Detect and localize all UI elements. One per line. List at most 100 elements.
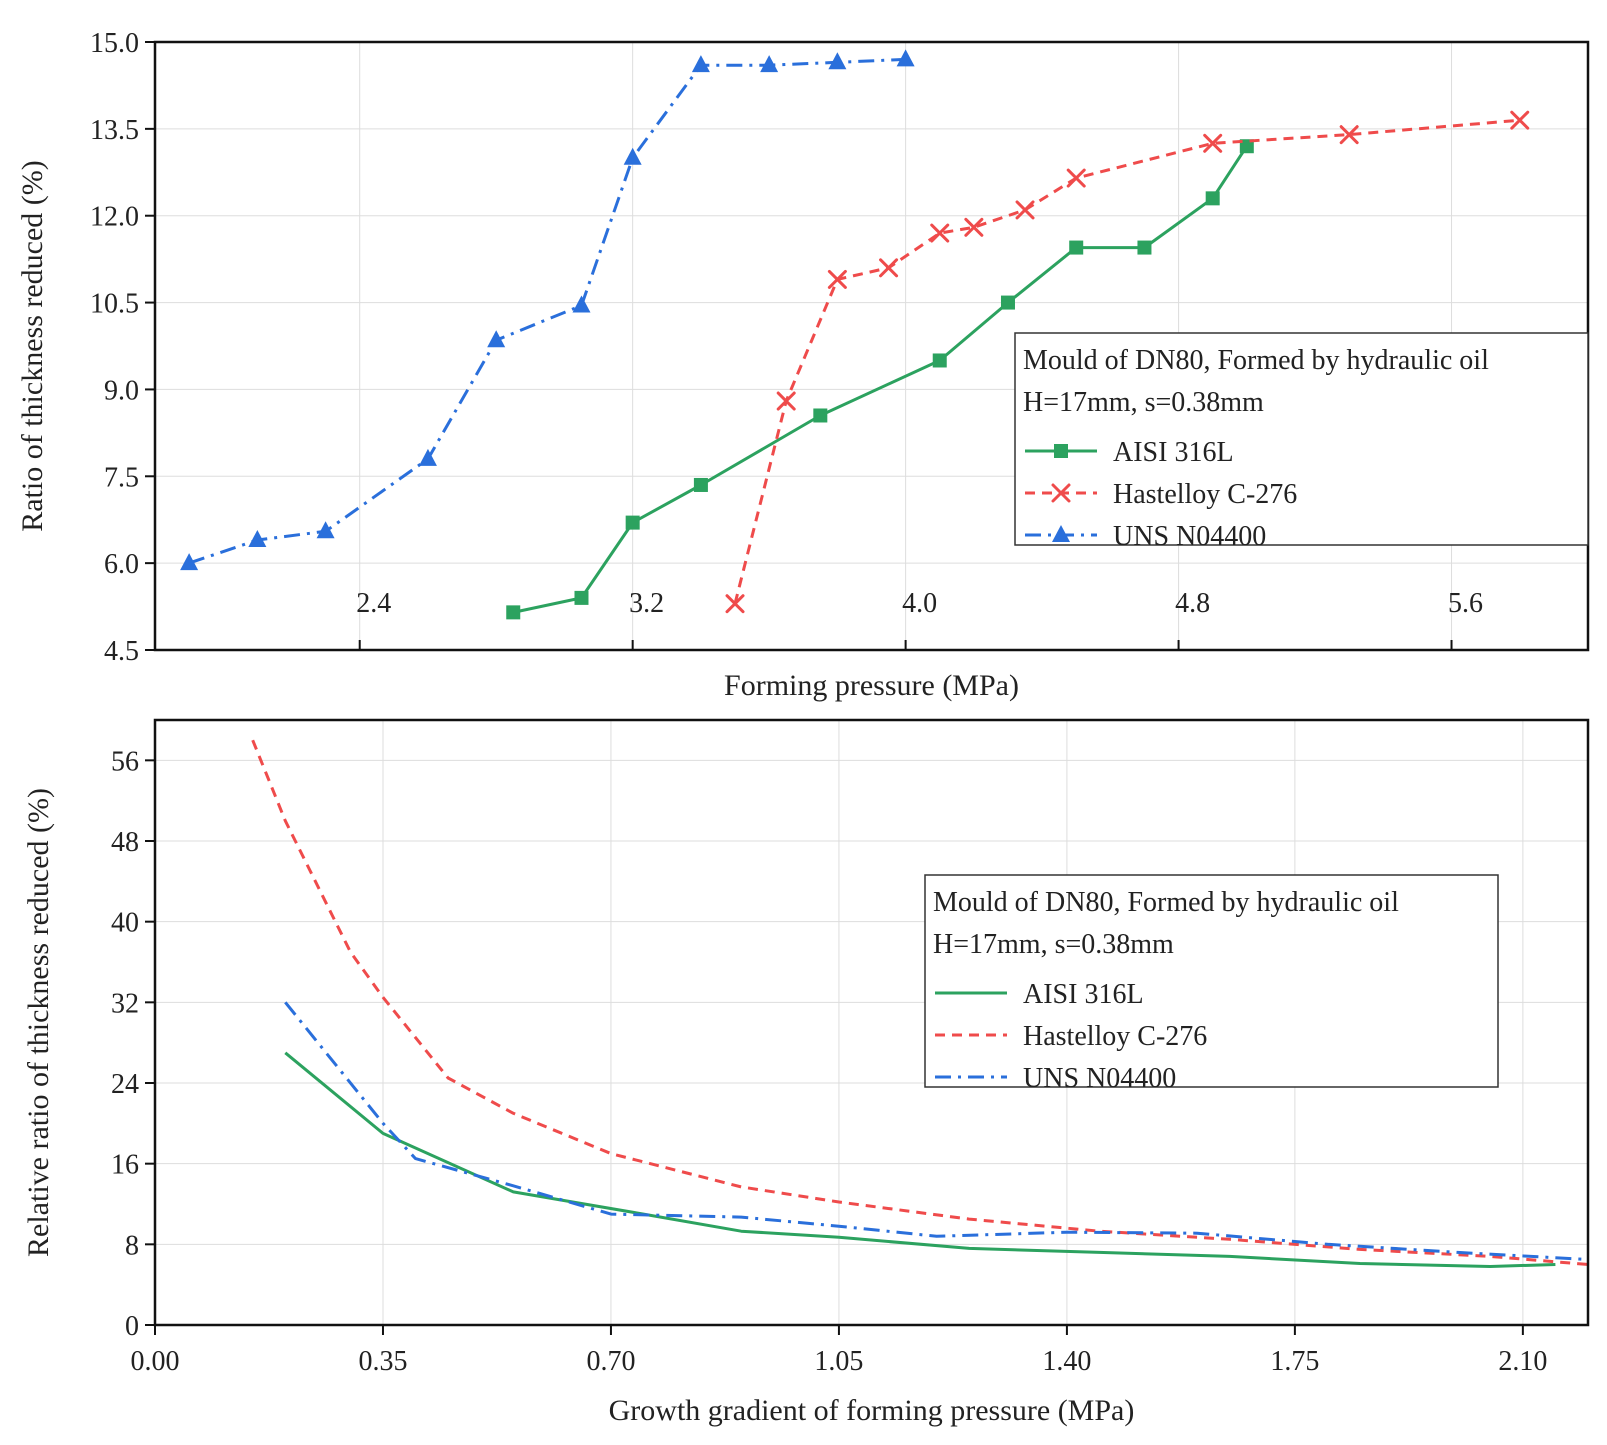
top-chart-series-uns-point <box>691 55 710 73</box>
bottom-chart-x-tick-label: 2.10 <box>1498 1346 1547 1377</box>
top-chart-legend-entry-hastelloy: Hastelloy C-276 <box>1025 479 1297 510</box>
top-chart-legend-marker-uns <box>1052 525 1070 542</box>
top-chart-y-tick-label: 4.5 <box>104 636 139 667</box>
top-chart-x-tick-label: 5.6 <box>1448 588 1483 619</box>
top-chart-series-uns-point <box>316 521 335 539</box>
bottom-chart-x-tick-label: 1.75 <box>1270 1346 1319 1377</box>
bottom-chart-series-uns-line <box>284 1001 1588 1261</box>
bottom-chart-legend-entry-hastelloy: Hastelloy C-276 <box>935 1021 1207 1052</box>
top-chart-legend-entry-uns: UNS N04400 <box>1025 521 1266 552</box>
top-chart-series-aisi-point <box>813 408 828 423</box>
top-chart-x-tick-label: 3.2 <box>629 588 664 619</box>
top-chart-y-tick-label: 9.0 <box>104 375 139 406</box>
bottom-chart-y-tick-label: 24 <box>111 1069 139 1100</box>
top-chart-series-hastelloy-point <box>776 391 796 411</box>
bottom-chart-legend-label-uns: UNS N04400 <box>1023 1063 1176 1094</box>
top-chart-x-tick-label: 4.0 <box>902 588 937 619</box>
top-chart-y-axis-label: Ratio of thickness reduced (%) <box>16 160 49 532</box>
bottom-chart-y-tick-label: 8 <box>125 1230 139 1261</box>
top-chart-series-aisi-point <box>1000 295 1015 310</box>
top-chart-series-hastelloy-line <box>733 118 1520 605</box>
top-chart-series-uns-point <box>828 52 847 70</box>
top-chart-series-aisi-point <box>1205 191 1220 206</box>
top-chart-series-hastelloy-point <box>1339 125 1359 145</box>
bottom-chart-x-tick-label: 0.70 <box>586 1346 635 1377</box>
top-chart-legend-marker-hastelloy <box>1051 483 1071 503</box>
top-chart-y-tick-label: 12.0 <box>90 202 139 233</box>
top-chart-y-tick-label: 6.0 <box>104 549 139 580</box>
top-chart-series-hastelloy-point <box>827 269 847 289</box>
top-chart-x-axis-label: Forming pressure (MPa) <box>724 669 1019 702</box>
bottom-chart-frame <box>153 718 1590 1327</box>
top-chart-series-hastelloy-point <box>930 223 950 243</box>
bottom-chart-ticks: 0 8 16 24 32 40 48 56 0.00 0.35 0.70 1.05 1.40 1.75 2.… <box>111 746 1547 1377</box>
top-chart-series-uns-point <box>896 49 915 67</box>
top-chart-series-uns-point <box>248 529 267 547</box>
bottom-chart-x-tick-label: 0.35 <box>358 1346 407 1377</box>
bottom-chart-legend: Mould of DN80, Formed by hydraulic oil H… <box>924 874 1499 1094</box>
top-chart-legend-box <box>1014 332 1589 546</box>
top-chart-series-uns-point <box>180 553 199 571</box>
top-chart-legend-label-uns: UNS N04400 <box>1113 521 1266 552</box>
top-chart-y-tick-label: 15.0 <box>90 28 139 59</box>
top-chart-series-uns-point <box>487 330 506 348</box>
bottom-chart-x-tick-label: 0.00 <box>131 1346 180 1377</box>
bottom-chart-legend-label-aisi: AISI 316L <box>1023 979 1144 1010</box>
top-chart-series-uns-point <box>760 55 779 73</box>
bottom-chart-y-tick-label: 56 <box>111 746 139 777</box>
top-chart-series-uns-point <box>623 147 642 165</box>
top-chart-series-aisi-point <box>1069 240 1084 255</box>
top-chart-legend: Mould of DN80, Formed by hydraulic oil H… <box>1014 332 1589 552</box>
top-chart-y-tick-label: 10.5 <box>90 289 139 320</box>
bottom-chart-x-axis-label: Growth gradient of forming pressure (MPa… <box>609 1394 1135 1427</box>
top-chart-series-hastelloy-point <box>1203 133 1223 153</box>
top-chart-y-tick-label: 7.5 <box>104 462 139 493</box>
top-chart-series-uns-line <box>188 57 906 565</box>
top-chart-series-aisi-point <box>1137 240 1152 255</box>
top-chart-x-tick-label: 2.4 <box>356 588 391 619</box>
top-chart-series <box>180 49 1530 620</box>
top-chart-series-aisi-point <box>932 353 947 368</box>
top-chart-series-hastelloy-point <box>725 594 745 614</box>
bottom-chart-y-axis-label: Relative ratio of thickness reduced (%) <box>22 788 55 1257</box>
bottom-chart-legend-box <box>924 874 1499 1088</box>
top-chart: 4.5 6.0 7.5 9.0 10.5 12.0 13.5 15.0 2.4 3.2 4.0 4.8… <box>16 28 1590 702</box>
top-chart-legend-marker-aisi <box>1054 444 1068 458</box>
bottom-chart-y-tick-label: 16 <box>111 1150 139 1181</box>
bottom-chart: 0 8 16 24 32 40 48 56 0.00 0.35 0.70 1.05 1.40 1.75 2.… <box>22 718 1590 1427</box>
bottom-chart-legend-entry-uns: UNS N04400 <box>935 1063 1176 1094</box>
bottom-chart-x-tick-label: 1.40 <box>1042 1346 1091 1377</box>
bottom-chart-legend-entry-aisi: AISI 316L <box>935 979 1144 1010</box>
bottom-chart-series <box>251 739 1588 1268</box>
top-chart-x-tick-label: 4.8 <box>1175 588 1210 619</box>
top-chart-series-aisi-point <box>693 477 708 492</box>
top-chart-series-hastelloy-point <box>1510 110 1530 130</box>
top-chart-series-hastelloy-point <box>879 258 899 278</box>
top-chart-y-tick-label: 13.5 <box>90 115 139 146</box>
bottom-chart-legend-label-hastelloy: Hastelloy C-276 <box>1023 1021 1207 1052</box>
top-chart-legend-title-line-2: H=17mm, s=0.38mm <box>1023 387 1264 418</box>
bottom-chart-y-tick-label: 0 <box>125 1311 139 1342</box>
bottom-chart-x-tick-label: 1.05 <box>814 1346 863 1377</box>
top-chart-series-hastelloy-point <box>1015 200 1035 220</box>
top-chart-legend-label-hastelloy: Hastelloy C-276 <box>1113 479 1297 510</box>
top-chart-series-aisi-point <box>625 515 640 530</box>
top-chart-legend-title-line-1: Mould of DN80, Formed by hydraulic oil <box>1023 345 1489 376</box>
bottom-chart-legend-title-line-1: Mould of DN80, Formed by hydraulic oil <box>933 887 1399 918</box>
bottom-chart-legend-title-line-2: H=17mm, s=0.38mm <box>933 929 1174 960</box>
bottom-chart-series-aisi-line <box>284 1051 1556 1268</box>
bottom-chart-y-tick-label: 40 <box>111 908 139 939</box>
top-chart-legend-label-aisi: AISI 316L <box>1113 437 1234 468</box>
bottom-chart-y-tick-label: 48 <box>111 827 139 858</box>
top-chart-series-hastelloy-point <box>964 217 984 237</box>
top-chart-series-uns-point <box>418 448 437 466</box>
top-chart-series-aisi-point <box>1239 139 1254 154</box>
top-chart-series-aisi-point <box>574 590 589 605</box>
top-chart-series-hastelloy-point <box>1066 168 1086 188</box>
bottom-chart-y-tick-label: 32 <box>111 988 139 1019</box>
top-chart-legend-entry-aisi: AISI 316L <box>1025 437 1234 468</box>
top-chart-series-uns-point <box>572 295 591 313</box>
top-chart-ticks: 4.5 6.0 7.5 9.0 10.5 12.0 13.5 15.0 2.4 3.2 4.0 4.8… <box>90 28 1483 667</box>
top-chart-series-aisi-point <box>506 605 521 620</box>
